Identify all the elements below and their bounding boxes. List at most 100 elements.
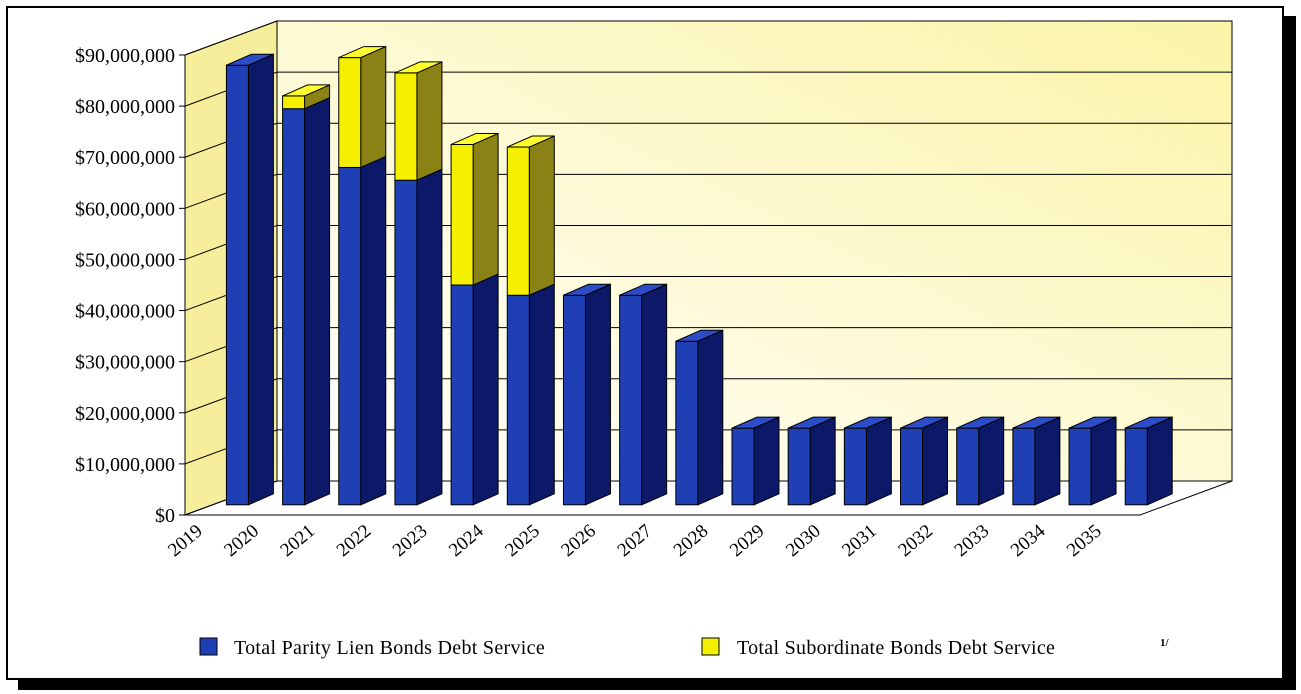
y-tick-label: $70,000,000 [75,147,175,169]
bar-parity [956,427,980,506]
bar-group [956,416,1005,506]
x-tick-label: 2032 [894,521,937,562]
bar-group [1012,416,1061,506]
bar-subordinate [282,95,306,110]
bar-group [338,45,387,506]
bar-parity [562,294,586,506]
bar-group [1068,416,1117,506]
bar-parity-top [619,283,667,296]
bar-parity-side [416,168,443,506]
bar-parity [225,64,249,506]
legend-label-subordinate: Total Subordinate Bonds Debt Service [737,637,1055,659]
bar-parity [731,427,755,506]
bar-parity [843,427,867,506]
bar-parity-side [809,416,836,506]
bar-parity [619,294,643,506]
bar-parity-side [641,283,668,506]
bar-parity [1012,427,1036,506]
bar-group [562,283,611,506]
bar-parity [506,294,530,506]
y-tick-label: $40,000,000 [75,301,175,323]
bar-parity-side [247,53,274,506]
legend-note-subordinate: 1/ [1160,637,1170,649]
bar-subordinate-top [338,46,386,59]
bar-parity-side [753,416,780,506]
bar-subordinate [506,146,530,296]
bar-parity-side [697,329,724,506]
x-tick-label: 2028 [670,521,713,562]
bar-parity-side [304,96,331,506]
y-tick-label: $0 [155,505,175,527]
bar-group [225,53,274,506]
bar-parity-side [865,416,892,506]
bar-group [619,283,668,506]
bar-group [900,416,949,506]
bar-group [394,61,443,506]
x-tick-label: 2033 [951,521,994,562]
bar-parity-top [1125,416,1173,429]
bar-parity [338,166,362,506]
bar-group [843,416,892,506]
x-tick-label: 2029 [726,521,769,562]
x-tick-label: 2022 [333,521,376,562]
bar-parity [900,427,924,506]
legend-swatch-parity [199,637,218,656]
bar-parity-top [731,416,780,429]
bar-subordinate-top [282,84,330,97]
bar-subordinate [450,143,474,286]
x-tick-label: 2026 [557,521,600,562]
bar-subordinate-side [416,61,443,182]
bar-parity-side [1146,416,1173,506]
bar-parity-side [584,283,611,506]
bar-parity-top [1068,416,1117,429]
y-tick-label: $90,000,000 [75,45,175,67]
y-tick-label: $30,000,000 [75,352,175,374]
x-tick-label: 2027 [614,521,657,562]
x-tick-label: 2025 [501,521,544,562]
bar-group [1124,416,1173,506]
bar-subordinate-top [507,135,555,148]
bar-parity-top [226,53,274,66]
y-tick-label: $10,000,000 [75,454,175,476]
bar-parity [1068,427,1092,506]
bar-parity-side [360,155,387,506]
bar-subordinate-side [528,135,555,297]
legend-label-parity: Total Parity Lien Bonds Debt Service [234,637,545,659]
bar-subordinate-side [360,45,387,169]
bar-parity-side [1090,416,1117,506]
bar-group [731,416,780,506]
y-tick-label: $50,000,000 [75,249,175,271]
bar-parity-top [844,416,892,429]
bar-subordinate-top [450,132,499,145]
bar-group [787,416,836,506]
bar-subordinate-top [394,61,443,74]
bar-parity-top [956,416,1004,429]
gridline [184,276,1232,312]
bars [225,45,1173,506]
bar-subordinate [394,72,418,181]
bar-parity [282,108,306,506]
x-axis-ticks: 2019 2020 2021 2022 2023 2024 2025 2026 2027 2028… [164,520,1105,561]
gridline [184,173,1232,209]
bar-subordinate-side [472,132,499,286]
x-tick-label: 2035 [1063,521,1106,562]
bar-parity-side [472,273,499,506]
bar-group [675,329,724,506]
legend: Total Parity Lien Bonds Debt Service Tot… [199,637,1170,659]
bar-group [282,84,331,506]
gridline [184,327,1232,363]
bar-group [506,135,555,506]
bar-parity-top [1012,416,1061,429]
y-tick-label: $60,000,000 [75,198,175,220]
gridline [184,224,1232,260]
gridline [184,20,1232,56]
gridline [184,378,1232,414]
x-tick-label: 2021 [277,521,320,562]
bar-parity-top [675,329,724,342]
bar-parity-side [922,416,949,506]
bar-parity [1124,427,1148,506]
x-tick-label: 2024 [445,520,488,561]
bar-parity-side [528,283,555,506]
bar-parity [394,179,418,506]
bar-group [450,132,499,506]
